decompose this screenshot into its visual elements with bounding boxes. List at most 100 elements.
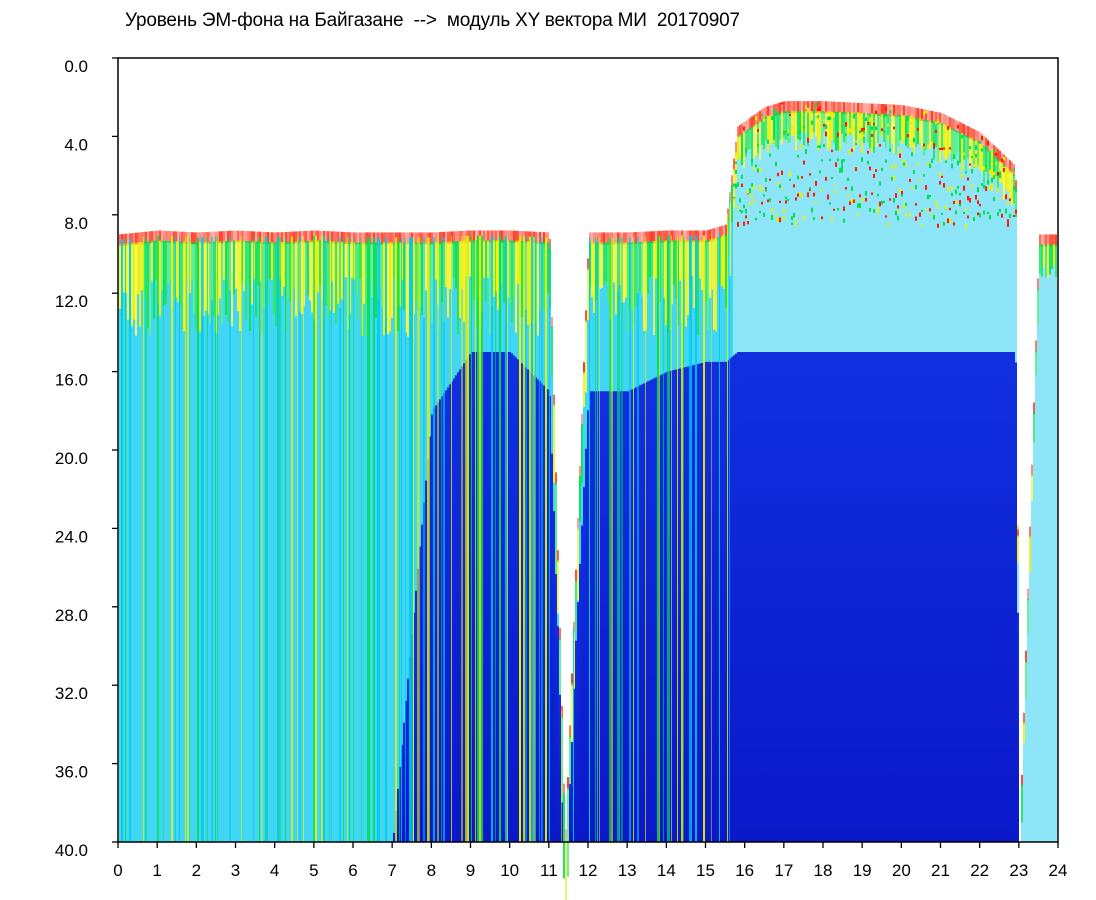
heatmap-cell-midlow [821, 145, 823, 352]
heatmap-column [227, 230, 229, 842]
heatmap-cell-midlow [885, 147, 887, 352]
heatmap-cell-low [487, 352, 489, 842]
heatmap-cell-mid [625, 242, 627, 298]
heatmap-cell-mid [615, 242, 617, 314]
heatmap-cell-midlow [289, 302, 291, 842]
heatmap-cell-high [801, 101, 803, 114]
heatmap-cell-dot [881, 167, 883, 172]
heatmap-streak [711, 233, 712, 842]
heatmap-streak [645, 236, 646, 842]
heatmap-cell-midlow [1053, 265, 1055, 842]
heatmap-column [659, 230, 661, 842]
heatmap-cell-midlow [981, 172, 983, 352]
heatmap-cell-dot [795, 218, 797, 222]
heatmap-streak [471, 235, 472, 843]
heatmap-cell-dot [801, 143, 803, 147]
heatmap-streak [419, 237, 420, 842]
heatmap-streak [683, 235, 684, 843]
heatmap-column [879, 103, 881, 842]
heatmap-cell-dot [797, 193, 799, 197]
heatmap-column [293, 231, 295, 842]
heatmap-cell-high [651, 231, 653, 244]
heatmap-cell-high [119, 234, 121, 247]
x-tick-label: 22 [970, 861, 989, 880]
heatmap-cell-low [777, 352, 779, 842]
heatmap-cell-midlow [845, 144, 847, 352]
x-tick-label: 14 [657, 861, 676, 880]
heatmap-cell-dot [1001, 197, 1003, 200]
heatmap-cell-low [1001, 352, 1003, 842]
heatmap-cell-midlow [345, 277, 347, 842]
heatmap-cell-mid [643, 241, 645, 331]
heatmap-cell-mid [867, 113, 869, 143]
heatmap-cell-dot [901, 192, 903, 197]
heatmap-column [309, 230, 311, 842]
heatmap-cell-dot [957, 125, 959, 129]
heatmap-cell-midlow [877, 142, 879, 352]
heatmap-cell-mid [831, 111, 833, 141]
heatmap-cell-dot [849, 201, 851, 205]
heatmap-column [235, 230, 237, 842]
heatmap-cell-dot [909, 212, 911, 217]
heatmap-cell-high [365, 232, 367, 245]
heatmap-column [627, 232, 629, 842]
heatmap-cell-midlow [1041, 276, 1043, 842]
heatmap-column [585, 310, 587, 842]
heatmap-cell-high [591, 232, 593, 245]
heatmap-column [551, 316, 553, 842]
heatmap-cell-dot [759, 210, 761, 214]
heatmap-cell-high [483, 230, 485, 243]
heatmap-cell-dot [755, 217, 757, 221]
heatmap-column [789, 101, 791, 842]
heatmap-cell-midlow [687, 314, 689, 367]
heatmap-column [239, 230, 241, 842]
heatmap-cell-midlow [839, 149, 841, 352]
heatmap-cell-midlow [951, 161, 953, 352]
heatmap-cell-high [521, 231, 523, 244]
heatmap-column [119, 234, 121, 842]
heatmap-cell-low [701, 362, 703, 842]
heatmap-cell-midlow [281, 295, 283, 843]
heatmap-cell-mid [821, 111, 823, 146]
heatmap-cell-mid [961, 133, 963, 169]
heatmap-cell-high [707, 230, 709, 243]
heatmap-cell-mid [937, 122, 939, 162]
heatmap-cell-high [697, 230, 699, 243]
heatmap-cell-dot [935, 129, 937, 133]
heatmap-cell-dot [921, 146, 923, 150]
heatmap-cell-high [715, 227, 717, 240]
heatmap-cell-high [141, 232, 143, 245]
heatmap-cell-mid [653, 241, 655, 336]
heatmap-column [387, 232, 389, 842]
heatmap-cell-mid [631, 242, 633, 310]
heatmap-column [815, 101, 817, 842]
heatmap-column [271, 232, 273, 843]
heatmap-cell-midlow [581, 483, 583, 526]
heatmap-cell-midlow [803, 145, 805, 352]
x-tick-label: 18 [814, 861, 833, 880]
heatmap-cell-dot [831, 217, 833, 221]
heatmap-cell-mid [639, 241, 641, 292]
heatmap-cell-mid [387, 242, 389, 335]
heatmap-column [459, 231, 461, 842]
heatmap-streak [667, 235, 669, 843]
heatmap-streak [417, 237, 419, 842]
heatmap-cell-dot [827, 194, 829, 197]
heatmap-streak [339, 236, 341, 843]
heatmap-cell-mid [511, 240, 513, 323]
heatmap-cell-dot [801, 194, 803, 198]
heatmap-column [697, 230, 699, 842]
heatmap-cell-dot [837, 207, 839, 211]
heatmap-cell-high [867, 103, 869, 116]
heatmap-column [327, 231, 329, 842]
heatmap-cell-dot [1007, 219, 1009, 224]
heatmap-cell-mid [255, 241, 257, 317]
heatmap-cell-midlow [205, 310, 207, 842]
heatmap-cell-dot [827, 116, 829, 121]
heatmap-column [515, 230, 517, 842]
heatmap-cell-mid [1011, 172, 1013, 206]
heatmap-column [399, 232, 401, 842]
heatmap-cell-low [907, 352, 909, 842]
heatmap-cell-low [577, 602, 579, 842]
heatmap-cell-mid [295, 241, 297, 317]
